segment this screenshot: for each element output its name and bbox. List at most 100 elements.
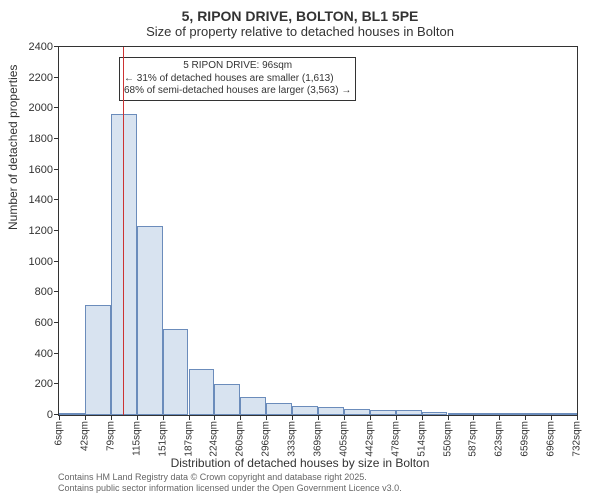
x-tick-label: 333sqm <box>287 421 298 457</box>
y-tick-label: 600 <box>35 317 59 329</box>
x-tick-mark <box>137 415 138 420</box>
x-tick-mark <box>59 415 60 420</box>
x-tick-mark <box>292 415 293 420</box>
x-tick-label: 478sqm <box>390 421 401 457</box>
x-tick-label: 623sqm <box>494 421 505 457</box>
y-tick-label: 0 <box>47 409 59 421</box>
histogram-bar <box>448 413 474 415</box>
histogram-bar <box>473 413 499 415</box>
x-tick-mark <box>344 415 345 420</box>
histogram-bar <box>318 407 344 415</box>
y-tick-mark <box>54 46 59 47</box>
y-tick-label: 2000 <box>29 102 59 114</box>
histogram-bar <box>85 305 111 415</box>
annotation-line1: 5 RIPON DRIVE: 96sqm <box>124 60 351 73</box>
x-tick-label: 296sqm <box>261 421 272 457</box>
plot-area: 5 RIPON DRIVE: 96sqm ← 31% of detached h… <box>58 46 578 416</box>
x-tick-mark <box>577 415 578 420</box>
annotation-box: 5 RIPON DRIVE: 96sqm ← 31% of detached h… <box>119 57 356 101</box>
histogram-bar <box>370 410 396 415</box>
x-tick-mark <box>318 415 319 420</box>
y-tick-label: 1800 <box>29 133 59 145</box>
histogram-bar <box>499 413 525 415</box>
y-tick-mark <box>54 199 59 200</box>
x-tick-label: 115sqm <box>131 421 142 456</box>
x-tick-mark <box>448 415 449 420</box>
y-tick-label: 2200 <box>29 72 59 84</box>
histogram-bar <box>214 384 240 415</box>
histogram-bar <box>551 413 577 415</box>
x-tick-label: 260sqm <box>235 421 246 457</box>
x-tick-mark <box>422 415 423 420</box>
footer-line2: Contains public sector information licen… <box>58 483 402 494</box>
x-tick-label: 187sqm <box>183 421 194 457</box>
y-tick-mark <box>54 138 59 139</box>
y-tick-mark <box>54 230 59 231</box>
y-tick-mark <box>54 107 59 108</box>
x-tick-label: 442sqm <box>364 421 375 457</box>
x-tick-label: 42sqm <box>79 421 90 451</box>
histogram-bar <box>292 406 318 415</box>
reference-marker-line <box>123 47 124 415</box>
y-tick-mark <box>54 169 59 170</box>
x-axis-label: Distribution of detached houses by size … <box>0 456 600 470</box>
y-tick-label: 1600 <box>29 164 59 176</box>
y-tick-mark <box>54 353 59 354</box>
x-tick-mark <box>240 415 241 420</box>
x-tick-label: 514sqm <box>416 421 427 457</box>
x-tick-label: 151sqm <box>157 421 168 457</box>
x-tick-mark <box>214 415 215 420</box>
x-tick-label: 550sqm <box>442 421 453 457</box>
histogram-bar <box>266 403 292 415</box>
histogram-bar <box>422 412 448 415</box>
x-tick-mark <box>111 415 112 420</box>
y-tick-mark <box>54 383 59 384</box>
chart-title: 5, RIPON DRIVE, BOLTON, BL1 5PE <box>0 0 600 24</box>
annotation-line3: 68% of semi-detached houses are larger (… <box>124 85 351 98</box>
y-tick-label: 800 <box>35 286 59 298</box>
x-tick-label: 79sqm <box>105 421 116 451</box>
histogram-bar <box>240 397 266 415</box>
x-tick-label: 405sqm <box>338 421 349 457</box>
x-tick-mark <box>499 415 500 420</box>
histogram-bar <box>59 413 85 415</box>
x-tick-mark <box>551 415 552 420</box>
footer-line1: Contains HM Land Registry data © Crown c… <box>58 472 402 483</box>
histogram-bar <box>344 409 370 415</box>
y-tick-label: 1000 <box>29 256 59 268</box>
y-tick-mark <box>54 291 59 292</box>
histogram-bar <box>163 329 189 415</box>
x-tick-label: 369sqm <box>313 421 324 457</box>
histogram-bar <box>189 369 215 415</box>
y-tick-label: 200 <box>35 378 59 390</box>
histogram-bar <box>396 410 422 415</box>
y-tick-mark <box>54 77 59 78</box>
chart-container: 5, RIPON DRIVE, BOLTON, BL1 5PE Size of … <box>0 0 600 500</box>
chart-subtitle: Size of property relative to detached ho… <box>0 24 600 39</box>
x-tick-label: 659sqm <box>520 421 531 457</box>
x-tick-mark <box>525 415 526 420</box>
histogram-bar <box>525 413 551 415</box>
y-tick-label: 1400 <box>29 194 59 206</box>
y-tick-label: 2400 <box>29 41 59 53</box>
x-tick-mark <box>370 415 371 420</box>
y-tick-label: 1200 <box>29 225 59 237</box>
y-tick-mark <box>54 261 59 262</box>
y-tick-mark <box>54 322 59 323</box>
x-tick-mark <box>189 415 190 420</box>
x-tick-mark <box>85 415 86 420</box>
x-tick-label: 6sqm <box>54 421 65 445</box>
x-tick-mark <box>163 415 164 420</box>
x-tick-label: 587sqm <box>468 421 479 457</box>
y-tick-label: 400 <box>35 348 59 360</box>
footer-text: Contains HM Land Registry data © Crown c… <box>58 472 402 494</box>
annotation-line2: ← 31% of detached houses are smaller (1,… <box>124 73 351 86</box>
x-tick-label: 696sqm <box>546 421 557 457</box>
y-axis-label: Number of detached properties <box>6 65 20 230</box>
x-tick-mark <box>266 415 267 420</box>
x-tick-label: 224sqm <box>209 421 220 457</box>
x-tick-mark <box>396 415 397 420</box>
x-tick-mark <box>473 415 474 420</box>
x-tick-label: 732sqm <box>572 421 583 457</box>
histogram-bar <box>137 226 163 415</box>
